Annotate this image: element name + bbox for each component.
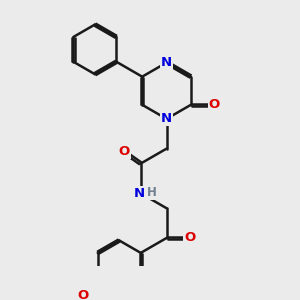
- Text: N: N: [134, 187, 145, 200]
- Text: O: O: [77, 290, 88, 300]
- Text: N: N: [161, 56, 172, 69]
- Text: N: N: [161, 112, 172, 125]
- Text: O: O: [118, 146, 130, 158]
- Text: O: O: [184, 232, 195, 244]
- Text: O: O: [208, 98, 220, 111]
- Text: H: H: [146, 186, 156, 199]
